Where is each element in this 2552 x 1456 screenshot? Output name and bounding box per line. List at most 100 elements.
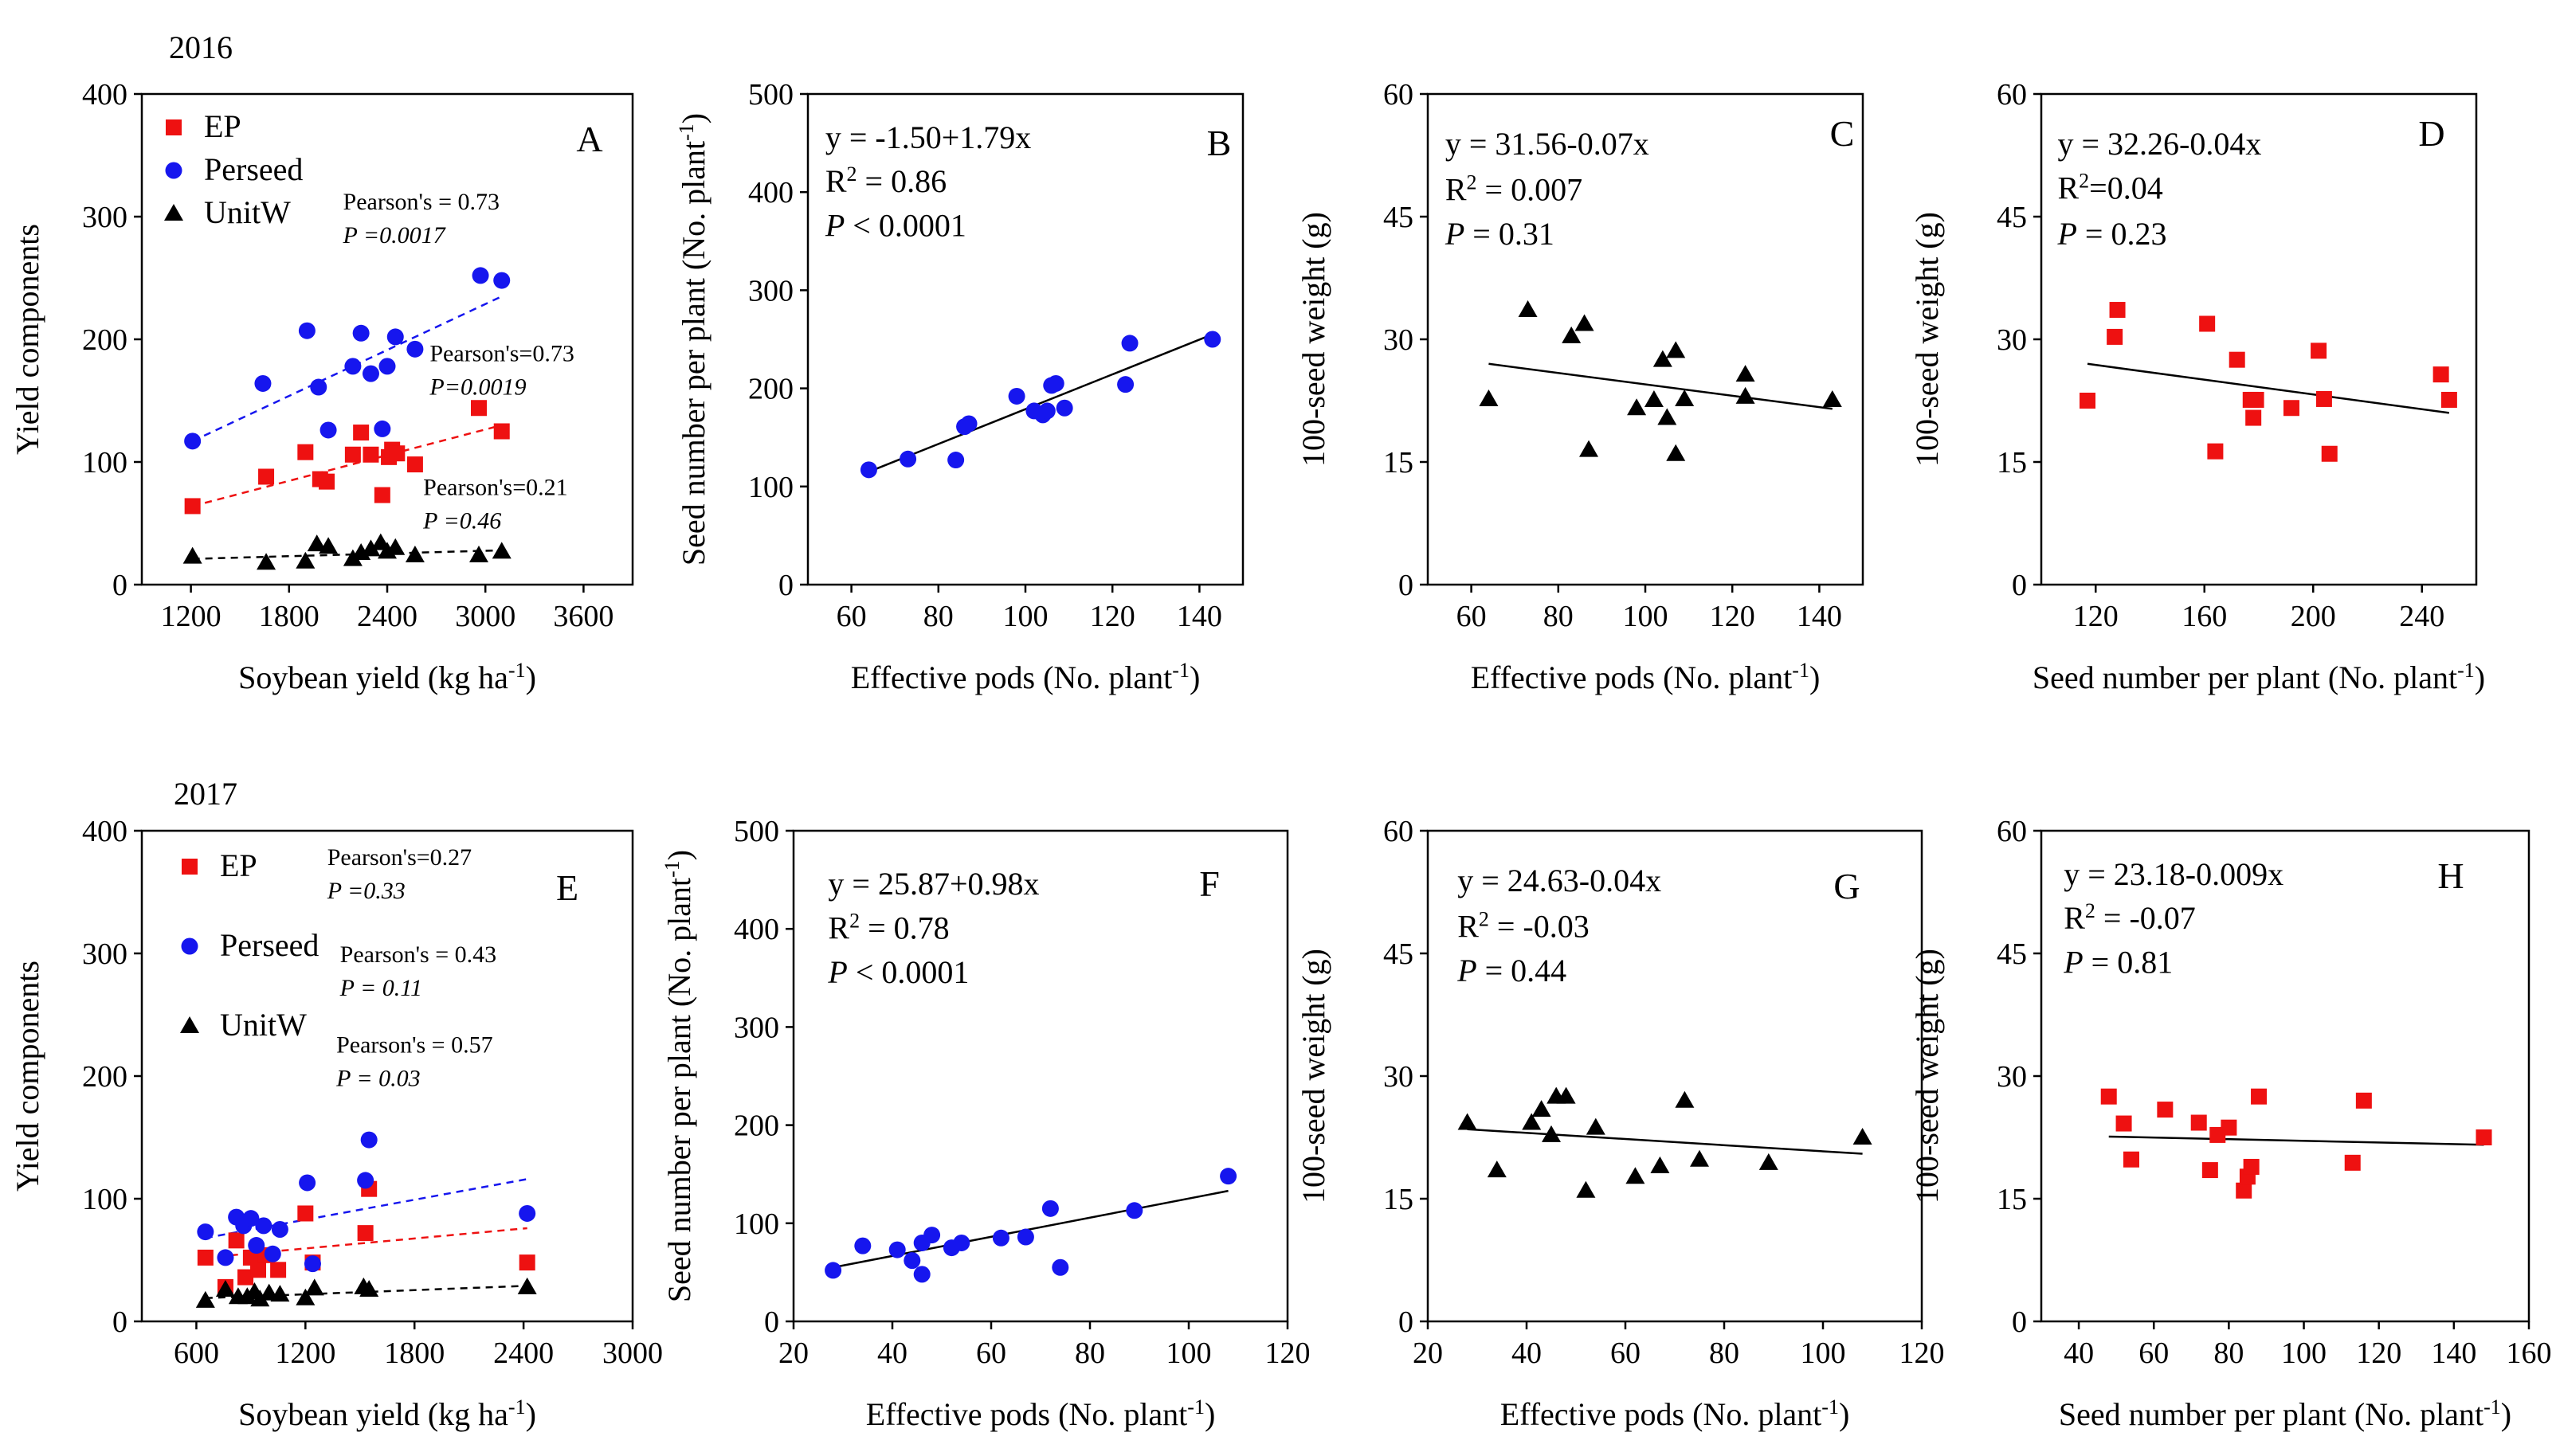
x-tick-label: 120 — [1090, 600, 1135, 633]
data-point — [352, 324, 370, 342]
data-point — [904, 1252, 921, 1270]
data-point — [360, 1131, 378, 1149]
panel-g: 20 40 60 80 100 120 0 15 30 45 60 Effective pods (N… — [1296, 815, 1945, 1432]
x-tick-label: 100 — [2281, 1337, 2327, 1370]
r-squared: R2 = -0.07 — [2064, 899, 2196, 937]
data-point — [1487, 1160, 1507, 1178]
x-axis-title: Soybean yield (kg ha-1) — [238, 1395, 536, 1433]
data-point — [825, 1262, 842, 1279]
y-tick-label: 30 — [1383, 323, 1413, 357]
data-point — [1056, 399, 1073, 417]
legend-marker — [181, 937, 198, 955]
data-point — [357, 1172, 374, 1189]
p-value-annotation: P = 0.11 — [339, 975, 422, 1001]
p-value: P = 0.23 — [2056, 216, 2166, 252]
x-tick-label: 60 — [1456, 600, 1487, 633]
data-point — [297, 1205, 314, 1222]
regression-equation: y = 23.18-0.009x — [2064, 856, 2283, 892]
data-point — [1579, 440, 1599, 457]
y-tick-label: 200 — [82, 323, 127, 357]
y-axis-title: Yield components — [10, 224, 45, 455]
data-point — [297, 444, 314, 460]
y-axis-title: 100-seed weight (g) — [1296, 212, 1331, 467]
data-point — [270, 1285, 290, 1302]
r-squared: R2 = -0.03 — [1457, 907, 1590, 945]
data-point — [2283, 400, 2299, 417]
data-point — [492, 542, 512, 559]
data-point — [493, 423, 510, 440]
data-point — [1562, 326, 1582, 343]
fit-line — [1467, 1128, 1863, 1155]
data-point — [2080, 393, 2096, 409]
panel-d: 120 160 200 240 0 15 30 45 60 Seed number per pla… — [1909, 78, 2485, 695]
data-point — [197, 1223, 214, 1241]
data-point — [2190, 1114, 2207, 1131]
data-point — [1117, 376, 1135, 393]
data-point — [2100, 1088, 2117, 1105]
data-point — [1574, 314, 1594, 331]
legend-label: UnitW — [220, 1007, 307, 1043]
legend-label: UnitW — [204, 194, 291, 230]
data-point — [960, 415, 978, 432]
legend-marker — [182, 859, 198, 875]
x-tick-label: 80 — [2213, 1337, 2244, 1370]
y-tick-label: 0 — [112, 569, 127, 602]
legend-marker — [180, 1016, 199, 1033]
data-point — [270, 1262, 287, 1278]
y-tick-label: 0 — [112, 1305, 127, 1339]
y-tick-label: 500 — [748, 78, 794, 112]
panel-letter: A — [576, 119, 602, 159]
y-tick-label: 0 — [778, 569, 794, 602]
data-point — [296, 551, 316, 569]
regression-equation: y = 32.26-0.04x — [2057, 126, 2261, 162]
x-tick-label: 60 — [837, 600, 867, 633]
data-point — [1586, 1117, 1605, 1135]
data-point — [2432, 366, 2449, 383]
data-point — [1518, 300, 1538, 318]
data-point — [2344, 1154, 2361, 1171]
data-point — [319, 421, 337, 439]
regression-equation: y = 24.63-0.04x — [1457, 863, 1661, 898]
data-point — [1542, 1125, 1561, 1142]
data-point — [304, 1278, 324, 1296]
data-point — [319, 537, 339, 554]
y-tick-label: 45 — [1997, 201, 2027, 234]
regression-equation: y = 31.56-0.07x — [1445, 126, 1649, 162]
data-point — [344, 358, 362, 375]
x-tick-label: 120 — [2356, 1337, 2401, 1370]
data-point — [319, 473, 335, 490]
y-axis-title: 100-seed weight (g) — [1909, 212, 1945, 467]
data-point — [953, 1234, 970, 1251]
p-value: P < 0.0001 — [825, 208, 966, 244]
y-tick-label: 0 — [764, 1305, 779, 1339]
data-point — [468, 546, 488, 563]
y-axis-title: Yield components — [10, 961, 45, 1192]
x-axis-title: Effective pods (No. plant-1) — [1471, 659, 1821, 696]
data-point — [2109, 302, 2126, 319]
y-tick-label: 300 — [734, 1011, 779, 1044]
data-point — [2107, 328, 2123, 345]
data-point — [386, 538, 406, 555]
data-point — [1531, 1100, 1551, 1117]
data-point — [307, 534, 327, 552]
y-tick-label: 300 — [82, 201, 127, 234]
data-point — [2115, 1115, 2132, 1132]
data-point — [195, 1290, 215, 1308]
data-point — [237, 1269, 254, 1286]
data-point — [2245, 409, 2262, 426]
legend-marker — [165, 162, 182, 179]
y-tick-label: 300 — [748, 274, 794, 307]
x-axis-title: Seed number per plant (No. plant-1) — [2059, 1395, 2511, 1433]
x-tick-label: 140 — [2431, 1337, 2476, 1370]
data-point — [1852, 1128, 1872, 1145]
panel-e: 600 1200 1800 2400 3000 0 100 200 300 400 Soybean … — [10, 815, 663, 1432]
data-point — [184, 498, 201, 515]
data-point — [1204, 331, 1221, 348]
x-tick-label: 240 — [2399, 600, 2444, 633]
y-tick-label: 500 — [734, 815, 779, 848]
legend-label: Perseed — [220, 927, 319, 963]
data-point — [1220, 1168, 1237, 1185]
data-point — [992, 1229, 1009, 1247]
data-point — [2201, 1162, 2218, 1179]
data-point — [378, 358, 396, 375]
